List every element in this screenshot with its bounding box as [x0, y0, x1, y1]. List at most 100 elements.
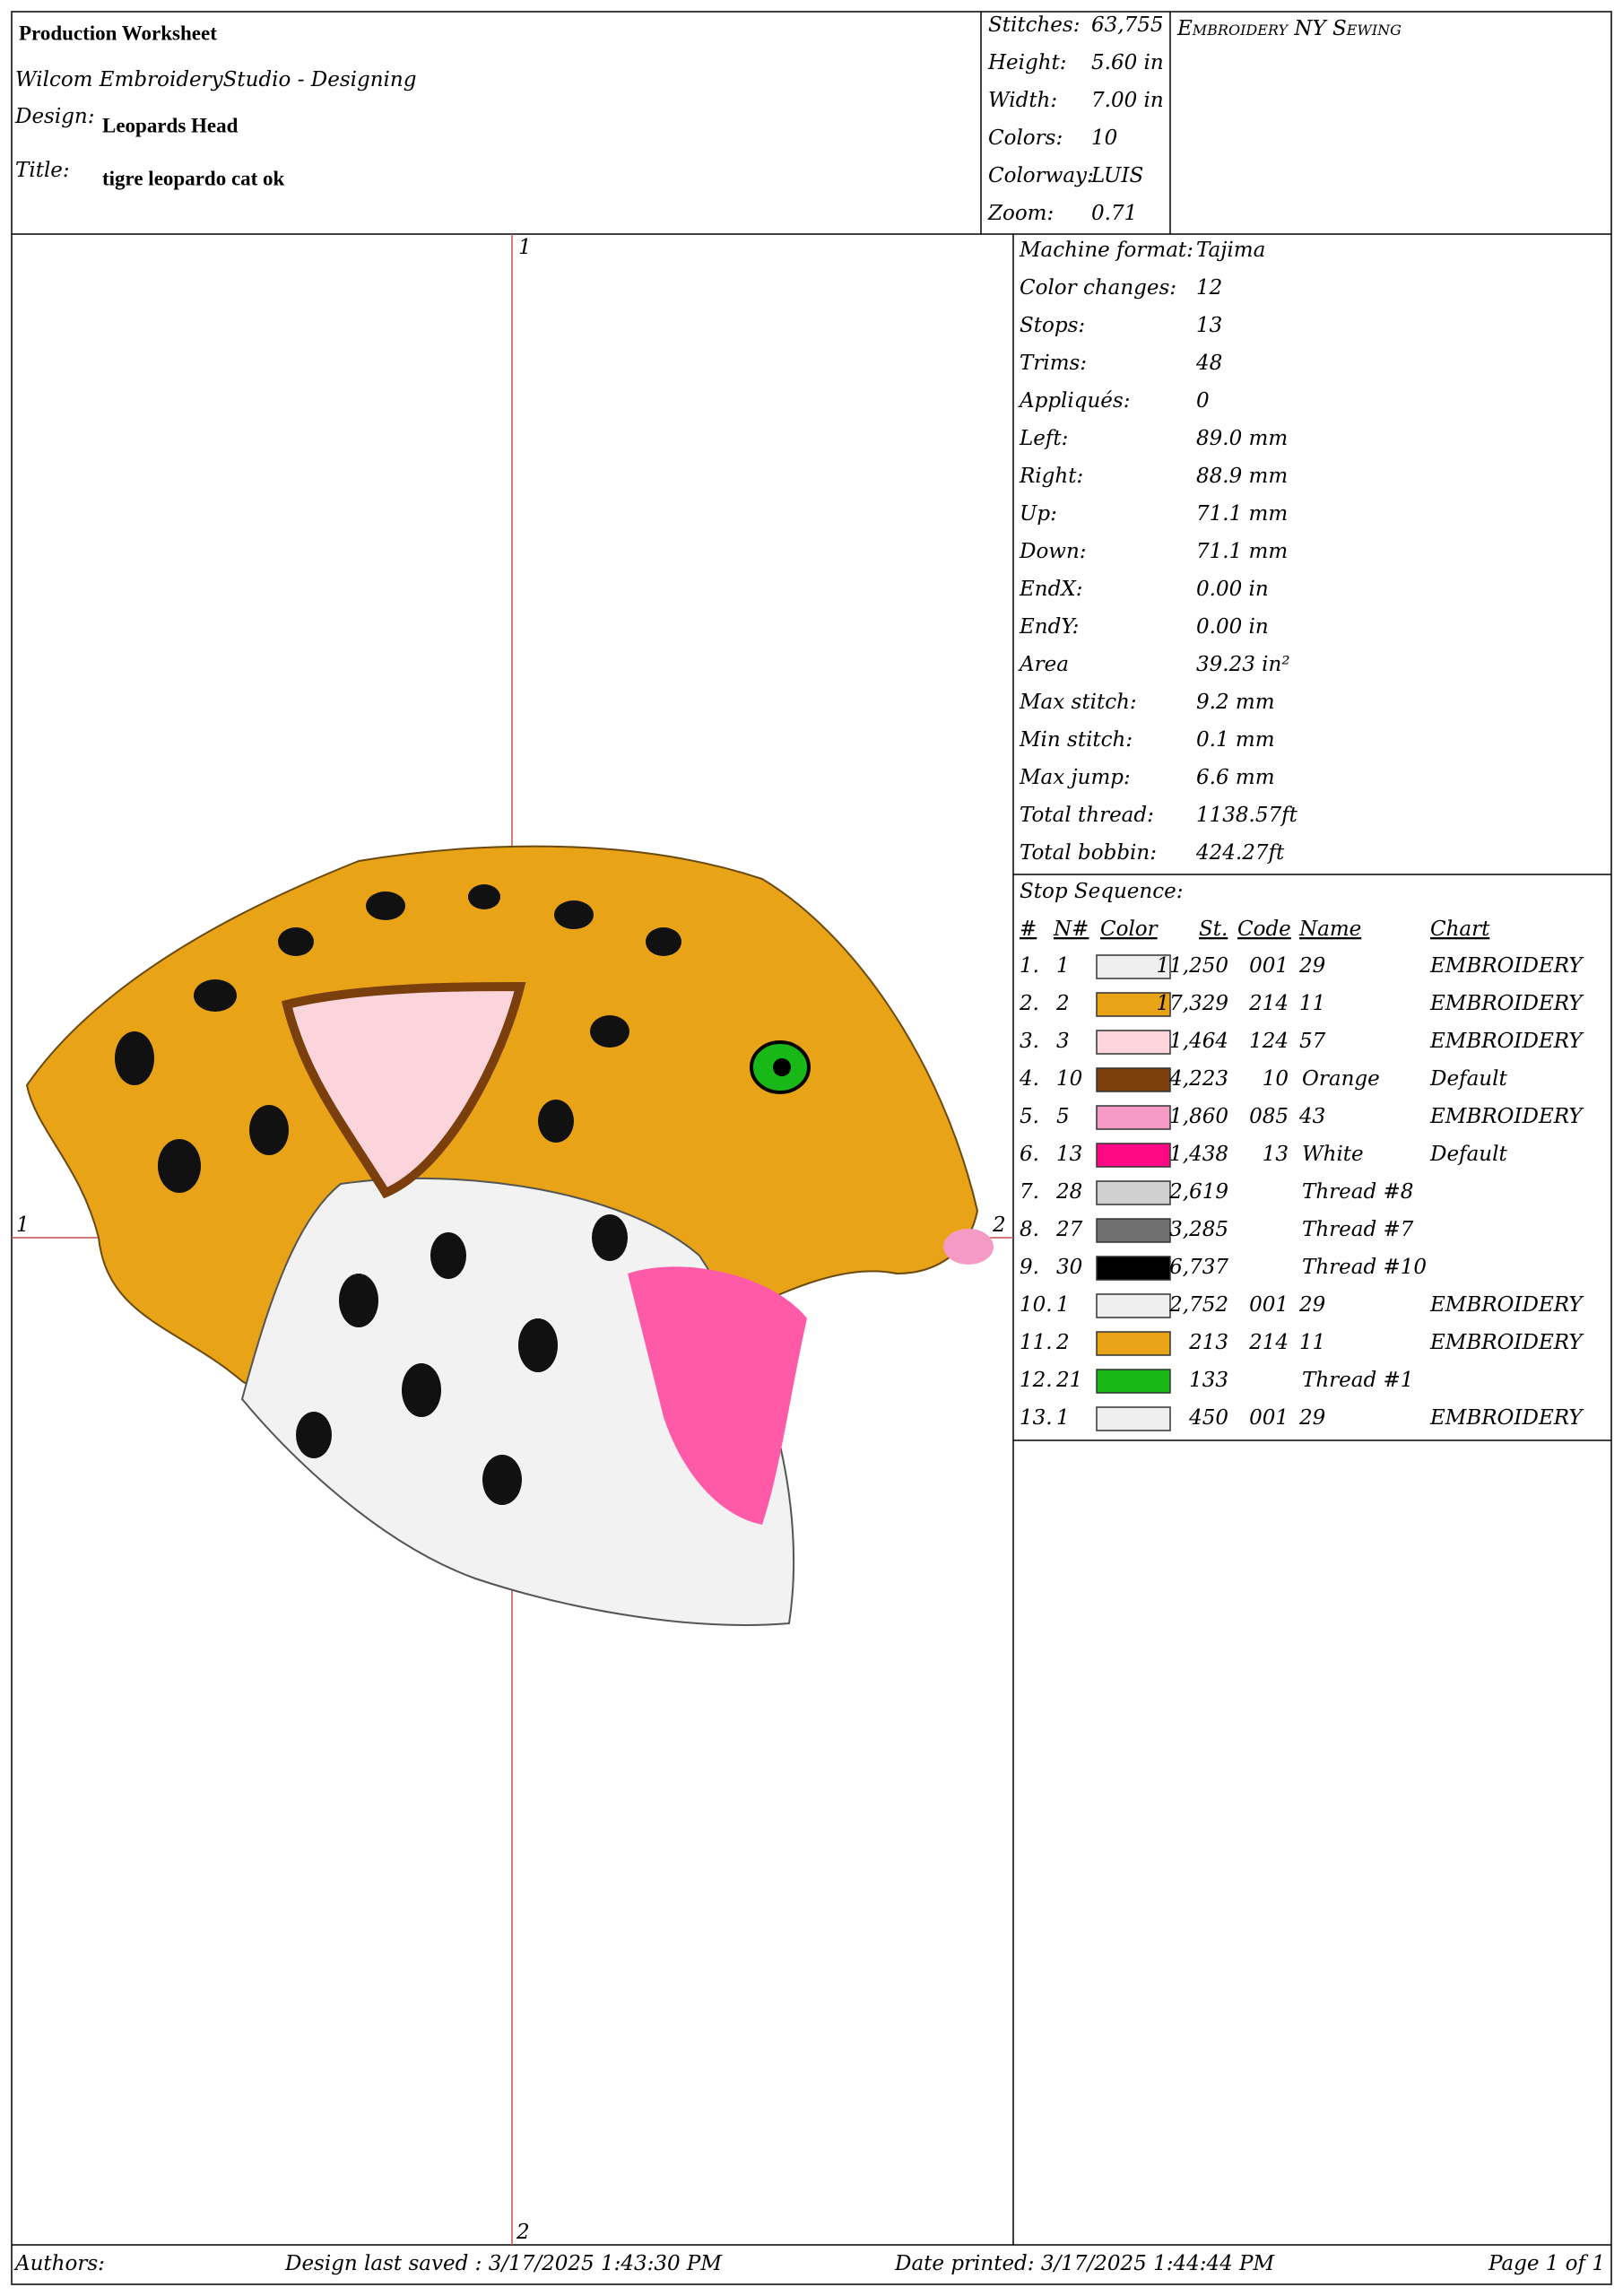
stitch-count: 16,737: [1157, 1256, 1229, 1279]
summary-value: 10: [1091, 126, 1117, 150]
stat-value: 0.1 mm: [1196, 728, 1275, 752]
thread-name: 29: [1298, 1406, 1325, 1430]
thread-code: 001: [1249, 954, 1289, 978]
stat-value: 89.0 mm: [1196, 427, 1288, 450]
chart-name: EMBROIDERY: [1429, 992, 1584, 1015]
stat-label: Max stitch:: [1019, 691, 1137, 714]
thread-name: 29: [1298, 1293, 1325, 1317]
color-swatch: [1096, 1331, 1171, 1356]
stat-label: Appliqués:: [1018, 389, 1130, 413]
stat-label: Stops:: [1020, 314, 1085, 337]
axis-label: 1: [16, 1213, 30, 1237]
stat-value: 1138.57ft: [1196, 804, 1298, 827]
color-swatch: [1096, 1293, 1171, 1318]
thread-name: 11: [1299, 1331, 1325, 1354]
design-label: Design:: [14, 105, 95, 128]
summary-value: 7.00 in: [1091, 89, 1164, 112]
chart-name: Default: [1429, 1067, 1507, 1091]
axis-label: 1: [518, 236, 532, 259]
row-number: 5.: [1020, 1105, 1039, 1128]
stat-value: 13: [1196, 314, 1222, 337]
needle: 1: [1056, 1406, 1070, 1430]
row-number: 4.: [1019, 1067, 1039, 1091]
column-header: Color: [1100, 918, 1159, 941]
row-number: 2.: [1019, 992, 1039, 1015]
needle: 13: [1056, 1143, 1082, 1166]
stitch-count: 11,250: [1157, 954, 1228, 978]
thread-name: 11: [1299, 992, 1325, 1015]
stitch-count: 1,438: [1169, 1143, 1228, 1166]
chart-name: EMBROIDERY: [1429, 1406, 1584, 1430]
summary-label: Width:: [988, 89, 1057, 112]
saved-date: Design last saved : 3/17/2025 1:43:30 PM: [284, 2252, 723, 2275]
color-swatch: [1096, 1105, 1171, 1130]
summary-label: Colorway:: [988, 164, 1094, 187]
stat-value: 71.1 mm: [1196, 502, 1288, 526]
color-swatch: [1096, 1143, 1171, 1168]
summary-label: Stitches:: [988, 13, 1080, 37]
stat-label: EndX:: [1019, 578, 1082, 601]
summary-value: 63,755: [1091, 13, 1163, 37]
chart-name: EMBROIDERY: [1429, 1331, 1584, 1354]
stitch-count: 2,619: [1168, 1180, 1228, 1204]
stitch-count: 450: [1188, 1406, 1228, 1430]
stat-label: Down:: [1019, 540, 1087, 563]
chart-name: EMBROIDERY: [1429, 1293, 1584, 1317]
row-number: 3.: [1020, 1030, 1039, 1053]
thread-code: 085: [1249, 1105, 1289, 1128]
color-swatch: [1096, 1406, 1171, 1431]
column-header: N#: [1053, 918, 1089, 941]
row-number: 8.: [1020, 1218, 1039, 1241]
needle: 3: [1056, 1030, 1070, 1053]
thread-name: 29: [1298, 954, 1325, 978]
thread-name: 57: [1299, 1030, 1326, 1053]
thread-code: 001: [1249, 1293, 1289, 1317]
stitch-count: 1,464: [1169, 1030, 1228, 1053]
stat-label: Right:: [1019, 465, 1083, 488]
row-number: 9.: [1020, 1256, 1039, 1279]
chart-name: EMBROIDERY: [1429, 954, 1584, 978]
color-swatch: [1096, 1067, 1171, 1092]
printed-date: Date printed: 3/17/2025 1:44:44 PM: [894, 2252, 1276, 2275]
brand: Embroidery NY Sewing: [1176, 17, 1402, 40]
thread-name: 43: [1298, 1105, 1325, 1128]
thread-code: 13: [1263, 1143, 1289, 1166]
summary-value: 0.71: [1091, 202, 1137, 225]
row-number: 7.: [1020, 1180, 1039, 1204]
stat-label: Left:: [1019, 427, 1068, 450]
row-number: 13.: [1020, 1406, 1053, 1430]
stat-value: 0.00 in: [1196, 578, 1269, 601]
color-swatch: [1096, 992, 1171, 1017]
thread-name: Thread #8: [1302, 1180, 1413, 1204]
stat-value: 0.00 in: [1196, 615, 1269, 639]
needle: 2: [1055, 1331, 1070, 1354]
row-number: 10.: [1020, 1293, 1053, 1317]
title-label: Title:: [15, 159, 70, 182]
needle: 30: [1056, 1256, 1082, 1279]
column-header: St.: [1199, 918, 1228, 941]
stitch-count: 133: [1189, 1369, 1228, 1392]
stat-label: Min stitch:: [1019, 728, 1133, 752]
summary-label: Colors:: [988, 126, 1063, 150]
stat-value: 39.23 in²: [1196, 653, 1290, 676]
design-name: Leopards Head: [102, 114, 239, 136]
design-preview: [25, 845, 994, 1626]
color-swatch: [1096, 1218, 1171, 1243]
stitch-count: 17,329: [1157, 992, 1228, 1015]
stat-label: EndY:: [1019, 615, 1079, 639]
chart-name: Default: [1429, 1143, 1507, 1166]
axis-label: 2: [992, 1213, 1006, 1237]
summary-label: Height:: [987, 51, 1067, 74]
stat-value: 48: [1195, 352, 1222, 375]
thread-name: Orange: [1302, 1067, 1380, 1091]
stat-label: Area: [1018, 653, 1069, 676]
summary-label: Zoom:: [987, 202, 1054, 225]
stitch-count: 1,860: [1169, 1105, 1228, 1128]
worksheet-title: Production Worksheet: [19, 22, 217, 44]
thread-code: 214: [1248, 1331, 1289, 1354]
color-swatch: [1096, 1369, 1171, 1394]
row-number: 12.: [1020, 1369, 1053, 1392]
stop-sequence-title: Stop Sequence:: [1020, 880, 1183, 903]
stat-value: 9.2 mm: [1196, 691, 1275, 714]
